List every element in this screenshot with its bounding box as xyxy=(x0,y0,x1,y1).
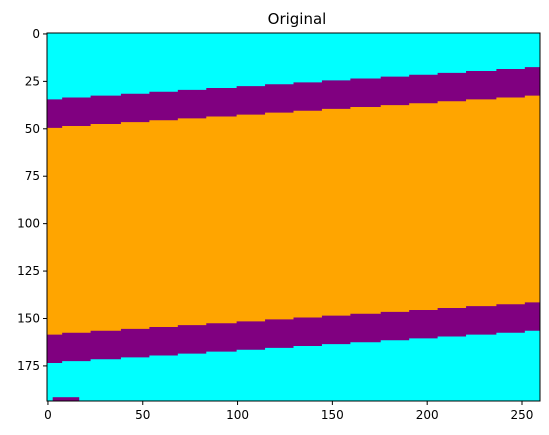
center-region xyxy=(47,95,540,335)
y-tick-label: 100 xyxy=(17,217,40,231)
y-axis: 0 25 50 75 100 125 150 175 xyxy=(17,27,47,373)
x-tick-label: 100 xyxy=(226,408,249,422)
x-tick-label: 200 xyxy=(416,408,439,422)
chart-title: Original xyxy=(268,10,327,28)
y-tick-label: 175 xyxy=(17,359,40,373)
plot-area xyxy=(47,33,540,401)
x-tick-label: 150 xyxy=(321,408,344,422)
y-tick-label: 125 xyxy=(17,264,40,278)
x-tick-label: 50 xyxy=(135,408,150,422)
x-tick-label: 250 xyxy=(511,408,534,422)
x-axis: 0 50 100 150 200 250 xyxy=(44,401,533,422)
y-tick-label: 75 xyxy=(25,169,40,183)
y-tick-label: 0 xyxy=(32,27,40,41)
x-tick-label: 0 xyxy=(44,408,52,422)
bottom-stub xyxy=(52,397,80,401)
y-tick-label: 25 xyxy=(25,74,40,88)
y-tick-label: 150 xyxy=(17,311,40,325)
plot-frame xyxy=(46,32,541,402)
y-tick-label: 50 xyxy=(25,122,40,136)
